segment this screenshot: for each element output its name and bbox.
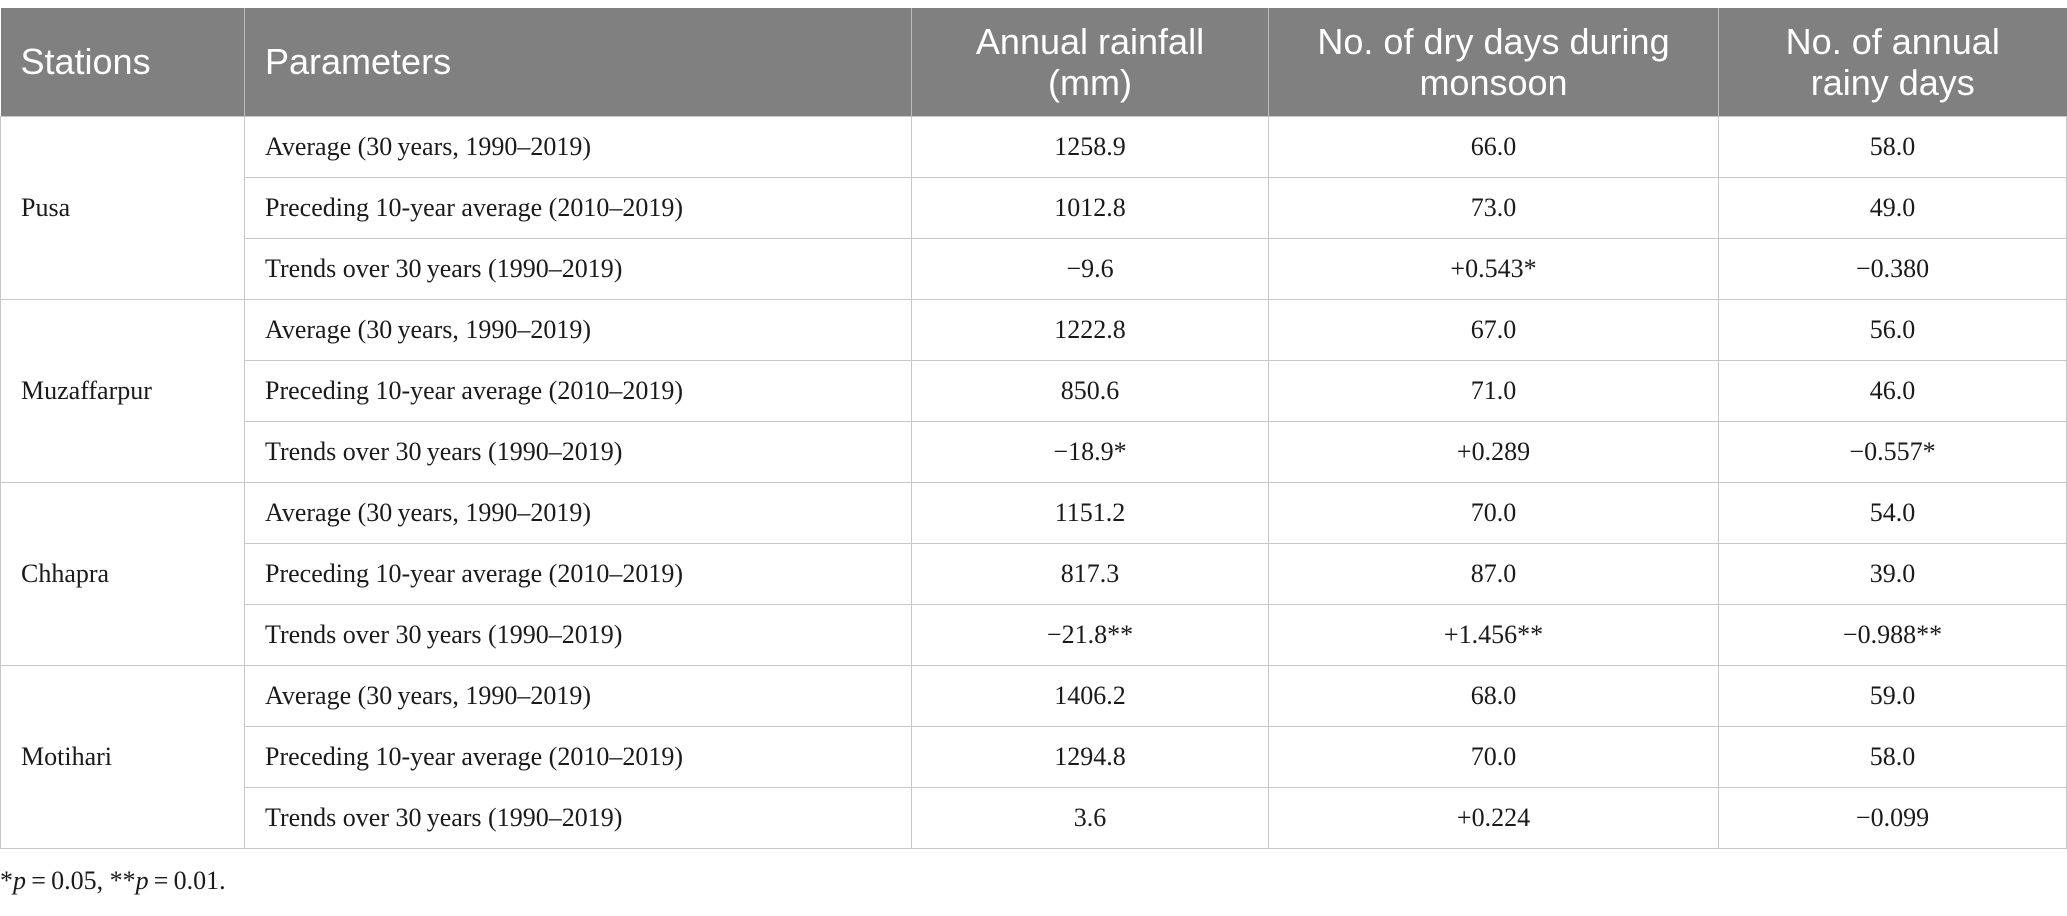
table-row: Chhapra Average (30 years, 1990–2019) 11…: [0, 481, 2067, 666]
rainy-days-cell: 59.0: [1718, 664, 2067, 727]
table-row: Preceding 10-year average (2010–2019) 81…: [1, 542, 2067, 605]
rainy-days-cell: −0.380: [1718, 237, 2067, 300]
header-dry-days: No. of dry days during monsoon: [1268, 8, 1719, 116]
footnote-star-single: *: [0, 866, 13, 895]
rainfall-cell: −9.6: [911, 237, 1269, 300]
header-row: Stations Parameters Annual rainfall (mm)…: [0, 8, 2067, 116]
footnote-value-001: = 0.01.: [148, 866, 226, 895]
table-row: Trends over 30 years (1990–2019) −9.6 +0…: [1, 237, 2067, 300]
table-row: Preceding 10-year average (2010–2019) 85…: [1, 359, 2067, 422]
dry-days-cell: 87.0: [1268, 542, 1719, 605]
rainy-days-cell: 39.0: [1718, 542, 2067, 605]
dry-days-cell: +0.289: [1268, 420, 1719, 483]
data-table-container: Stations Parameters Annual rainfall (mm)…: [0, 8, 2067, 849]
table-row: Preceding 10-year average (2010–2019) 10…: [1, 176, 2067, 239]
footnote-value-005: = 0.05,: [26, 866, 110, 895]
rainy-days-cell: 58.0: [1718, 115, 2067, 178]
parameter-cell: Trends over 30 years (1990–2019): [244, 237, 912, 300]
dry-days-cell: 73.0: [1268, 176, 1719, 239]
table-row: Preceding 10-year average (2010–2019) 12…: [1, 725, 2067, 788]
significance-footnote: *p = 0.05, **p = 0.01.: [0, 866, 226, 896]
dry-days-cell: 66.0: [1268, 115, 1719, 178]
dry-days-cell: 68.0: [1268, 664, 1719, 727]
header-stations: Stations: [0, 8, 245, 116]
rainy-days-cell: 46.0: [1718, 359, 2067, 422]
header-annual-rainfall-line2: (mm): [1048, 61, 1132, 103]
rainfall-cell: 1406.2: [911, 664, 1269, 727]
header-annual-rainfall: Annual rainfall (mm): [911, 8, 1269, 116]
rainy-days-cell: −0.988**: [1718, 603, 2067, 666]
header-dry-days-line1: No. of dry days during: [1317, 20, 1670, 62]
rainfall-cell: 817.3: [911, 542, 1269, 605]
parameter-cell: Average (30 years, 1990–2019): [244, 664, 912, 727]
rainy-days-cell: 58.0: [1718, 725, 2067, 788]
station-cell: Muzaffarpur: [0, 298, 245, 483]
table-row: Pusa Average (30 years, 1990–2019) 1258.…: [0, 115, 2067, 300]
parameter-cell: Trends over 30 years (1990–2019): [244, 603, 912, 666]
header-rainy-days: No. of annual rainy days: [1718, 8, 2067, 116]
dry-days-cell: 67.0: [1268, 298, 1719, 361]
dry-days-cell: 70.0: [1268, 481, 1719, 544]
parameter-cell: Average (30 years, 1990–2019): [244, 481, 912, 544]
dry-days-cell: +1.456**: [1268, 603, 1719, 666]
rainfall-cell: 850.6: [911, 359, 1269, 422]
rainfall-cell: −21.8**: [911, 603, 1269, 666]
footnote-p-symbol: p: [135, 866, 149, 895]
dry-days-cell: +0.224: [1268, 786, 1719, 849]
table-header: Stations Parameters Annual rainfall (mm)…: [0, 8, 2067, 116]
parameter-cell: Trends over 30 years (1990–2019): [244, 420, 912, 483]
parameter-cell: Average (30 years, 1990–2019): [244, 115, 912, 178]
rainfall-cell: 1012.8: [911, 176, 1269, 239]
rainfall-cell: 1151.2: [911, 481, 1269, 544]
rainy-days-cell: 49.0: [1718, 176, 2067, 239]
station-cell: Chhapra: [0, 481, 245, 666]
parameter-cell: Preceding 10-year average (2010–2019): [244, 725, 912, 788]
table-body: Pusa Average (30 years, 1990–2019) 1258.…: [0, 115, 2067, 849]
footnote-p-symbol: p: [13, 866, 26, 895]
rainfall-cell: 1258.9: [911, 115, 1269, 178]
rainy-days-cell: −0.557*: [1718, 420, 2067, 483]
table-row: Muzaffarpur Average (30 years, 1990–2019…: [0, 298, 2067, 483]
header-dry-days-line2: monsoon: [1419, 61, 1568, 103]
dry-days-cell: 70.0: [1268, 725, 1719, 788]
footnote-star-double: **: [109, 866, 136, 895]
parameter-cell: Preceding 10-year average (2010–2019): [244, 359, 912, 422]
table-row: Trends over 30 years (1990–2019) −18.9* …: [1, 420, 2067, 483]
table-row: Trends over 30 years (1990–2019) −21.8**…: [1, 603, 2067, 666]
dry-days-cell: 71.0: [1268, 359, 1719, 422]
table-row: Trends over 30 years (1990–2019) 3.6 +0.…: [1, 786, 2067, 849]
rainfall-cell: −18.9*: [911, 420, 1269, 483]
dry-days-cell: +0.543*: [1268, 237, 1719, 300]
rainfall-table: Stations Parameters Annual rainfall (mm)…: [0, 8, 2067, 849]
rainfall-cell: 1294.8: [911, 725, 1269, 788]
header-annual-rainfall-line1: Annual rainfall: [975, 20, 1205, 62]
parameter-cell: Trends over 30 years (1990–2019): [244, 786, 912, 849]
table-row: Motihari Average (30 years, 1990–2019) 1…: [0, 664, 2067, 849]
rainy-days-cell: 54.0: [1718, 481, 2067, 544]
rainfall-cell: 3.6: [911, 786, 1269, 849]
rainy-days-cell: −0.099: [1718, 786, 2067, 849]
header-parameters: Parameters: [244, 8, 912, 116]
parameter-cell: Preceding 10-year average (2010–2019): [244, 542, 912, 605]
header-rainy-days-line1: No. of annual: [1785, 20, 2000, 62]
rainy-days-cell: 56.0: [1718, 298, 2067, 361]
parameter-cell: Average (30 years, 1990–2019): [244, 298, 912, 361]
header-rainy-days-line2: rainy days: [1810, 61, 1975, 103]
station-cell: Pusa: [0, 115, 245, 300]
parameter-cell: Preceding 10-year average (2010–2019): [244, 176, 912, 239]
station-cell: Motihari: [0, 664, 245, 849]
rainfall-cell: 1222.8: [911, 298, 1269, 361]
